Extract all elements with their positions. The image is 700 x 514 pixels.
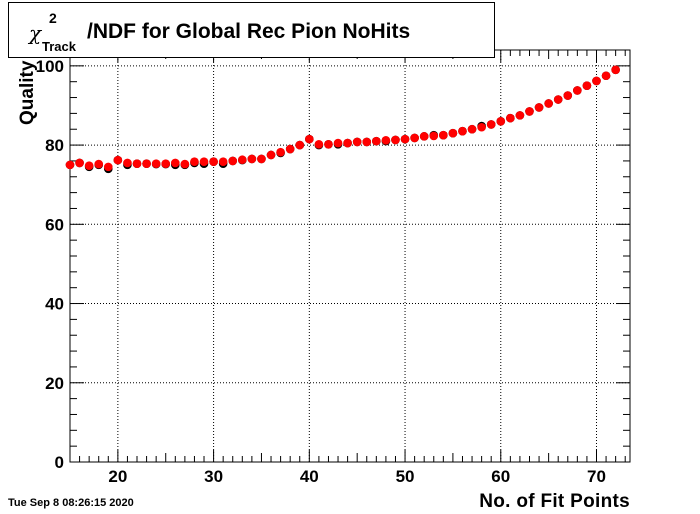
y-tick-label: 20	[45, 374, 64, 393]
red-data-point	[467, 124, 477, 134]
red-data-point	[209, 157, 218, 167]
tick-labels: 20 30 40 50 60 70 0 20 40 60 80 100	[36, 57, 606, 486]
red-data-point	[515, 111, 525, 120]
x-tick-label: 70	[587, 467, 606, 486]
red-data-point	[448, 128, 458, 138]
red-data-point	[113, 155, 123, 165]
red-data-point	[563, 91, 573, 100]
red-data-point	[161, 159, 171, 168]
red-data-point	[123, 158, 132, 168]
red-data-point	[573, 86, 582, 95]
y-tick-label: 0	[55, 453, 64, 472]
red-data-point	[266, 150, 276, 160]
title-subscript: Track	[42, 39, 76, 54]
red-data-point	[611, 65, 620, 75]
chart-title: /NDF for Global Rec Pion NoHits	[87, 20, 411, 43]
red-data-point	[94, 159, 104, 169]
red-data-point	[601, 71, 611, 81]
red-data-point	[333, 138, 343, 148]
red-data-point	[439, 130, 448, 140]
x-tick-label: 30	[204, 467, 223, 486]
red-data-point	[410, 133, 419, 143]
title-chi-symbol: χ	[29, 21, 42, 45]
red-data-point	[84, 161, 94, 170]
x-tick-label: 40	[300, 467, 319, 486]
red-data-point	[238, 155, 247, 165]
chart-title-box: χ 2 Track /NDF for Global Rec Pion NoHit…	[8, 2, 495, 58]
data-points	[65, 65, 620, 174]
red-data-point	[544, 99, 553, 108]
x-tick-label: 60	[491, 467, 510, 486]
red-data-point	[419, 132, 429, 141]
red-data-point	[343, 138, 352, 148]
red-data-point	[400, 134, 410, 144]
red-data-point	[506, 113, 515, 123]
red-data-point	[324, 139, 333, 149]
red-data-point	[190, 157, 199, 167]
red-data-point	[103, 162, 113, 172]
red-data-point	[314, 139, 324, 149]
red-data-point	[247, 154, 257, 164]
red-data-point	[429, 131, 439, 141]
red-data-point	[170, 158, 180, 168]
red-data-point	[352, 137, 362, 147]
x-tick-label: 20	[108, 467, 127, 486]
red-data-point	[553, 95, 563, 104]
x-axis-label: No. of Fit Points	[479, 491, 630, 512]
red-data-point	[534, 103, 544, 112]
red-data-point	[276, 147, 285, 157]
red-data-point	[391, 135, 400, 145]
timestamp: Tue Sep 8 08:26:15 2020	[8, 497, 134, 509]
red-data-point	[180, 159, 190, 169]
red-data-point	[305, 134, 314, 144]
red-data-point	[142, 159, 151, 168]
red-data-point	[285, 144, 295, 154]
red-data-point	[496, 117, 506, 126]
y-tick-label: 40	[45, 295, 64, 314]
red-data-point	[218, 157, 228, 167]
red-data-point	[257, 154, 266, 164]
y-tick-label: 100	[36, 57, 64, 76]
axis-ticks	[69, 49, 630, 463]
red-data-point	[228, 156, 238, 166]
red-data-point	[132, 159, 142, 168]
red-data-point	[372, 136, 381, 146]
red-data-point	[362, 137, 372, 147]
red-data-point	[582, 81, 592, 90]
red-data-point	[65, 160, 75, 170]
red-data-point	[199, 157, 209, 167]
y-tick-label: 80	[45, 136, 64, 155]
red-data-point	[151, 159, 161, 168]
red-data-point	[592, 76, 601, 86]
red-data-point	[486, 120, 496, 129]
red-data-point	[295, 140, 305, 150]
grid-lines	[70, 50, 630, 463]
y-tick-label: 60	[45, 215, 64, 234]
red-data-point	[525, 107, 534, 116]
x-tick-label: 50	[396, 467, 415, 486]
red-data-point	[381, 136, 391, 145]
red-data-point	[75, 158, 84, 168]
title-superscript: 2	[49, 10, 57, 26]
red-data-point	[477, 122, 486, 132]
y-axis-label: Quality	[17, 60, 38, 125]
plot-frame	[69, 49, 631, 463]
red-data-point	[458, 126, 467, 136]
